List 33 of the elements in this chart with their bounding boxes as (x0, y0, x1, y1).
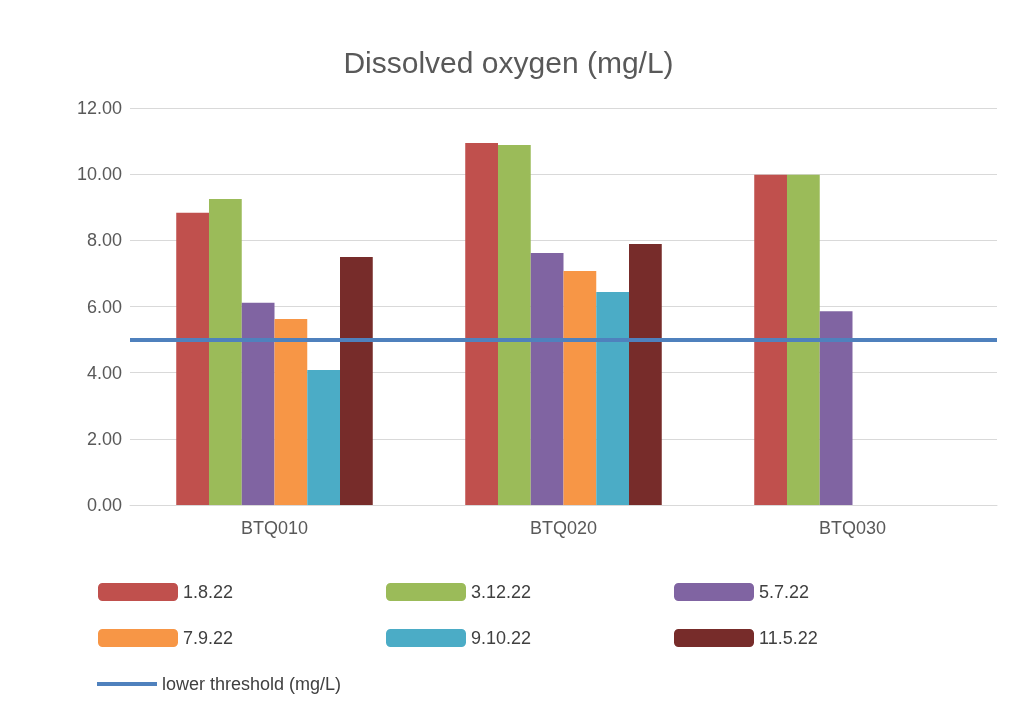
bar (530, 252, 564, 505)
y-tick-label: 0.00 (86, 495, 122, 515)
legend-label: 3.12.22 (471, 582, 532, 602)
bar (340, 256, 373, 505)
bar (596, 291, 630, 505)
bar (241, 302, 275, 505)
legend-label: 9.10.22 (471, 628, 532, 648)
bar (497, 145, 531, 505)
y-tick-label: 12.00 (76, 98, 122, 118)
y-tick-label: 8.00 (86, 230, 122, 251)
bar (819, 311, 853, 505)
legend-label: lower threshold (mg/L) (162, 674, 342, 694)
y-tick-label: 10.00 (76, 164, 122, 185)
bar (307, 370, 341, 505)
legend-label: 5.7.22 (759, 582, 810, 602)
y-tick-label: 2.00 (86, 428, 122, 449)
x-tick-label: BTQ010 (240, 518, 309, 538)
bar (754, 174, 787, 505)
bar (465, 143, 498, 505)
bar (563, 271, 597, 505)
y-tick-label: 6.00 (86, 296, 122, 317)
legend-label: 7.9.22 (183, 628, 234, 648)
bar (176, 212, 209, 505)
bar (786, 174, 820, 505)
y-tick-label: 4.00 (86, 362, 122, 383)
chart-title: Dissolved oxygen (mg/L) (343, 45, 674, 79)
x-tick-label: BTQ030 (818, 518, 887, 538)
x-tick-label: BTQ020 (529, 518, 598, 538)
legend-label: 11.5.22 (759, 628, 818, 648)
bar (629, 243, 662, 505)
legend-label: 1.8.22 (183, 582, 234, 602)
bar (208, 198, 242, 505)
bar (274, 319, 308, 505)
